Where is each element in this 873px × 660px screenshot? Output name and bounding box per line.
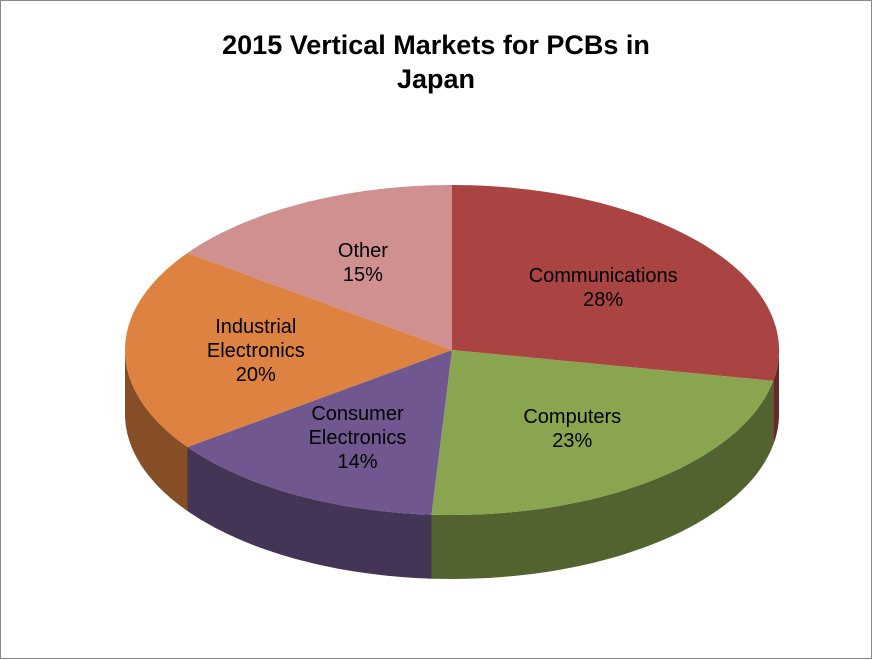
data-label-category-line: Consumer: [311, 403, 404, 425]
slice-side: [187, 447, 432, 579]
data-label: Communications 28%: [529, 265, 678, 311]
slice: [187, 350, 452, 515]
data-label-category-line: Electronics: [309, 427, 407, 449]
data-label-category-line: Electronics: [207, 340, 305, 362]
data-label-category: Consumer Electronics: [309, 403, 407, 449]
slice: [187, 185, 452, 350]
chart-title: 2015 Vertical Markets for PCBs in Japan: [222, 30, 650, 94]
data-label-value: 20%: [236, 364, 276, 386]
slice: [452, 185, 779, 381]
data-label: Industrial Electronics 20%: [207, 316, 305, 386]
data-label: Computers 23%: [523, 406, 621, 452]
data-label-category: Computers: [523, 406, 621, 428]
slice-side: [125, 350, 188, 511]
slice-side: [431, 380, 774, 579]
data-label-category: Industrial Electronics: [207, 316, 305, 362]
data-label: Consumer Electronics 14%: [309, 403, 407, 473]
data-label-category-line: Industrial: [215, 316, 296, 338]
slice: [125, 253, 452, 447]
data-label-value: 23%: [552, 430, 592, 452]
data-label-value: 15%: [343, 264, 383, 286]
data-label-category: Other: [338, 240, 388, 262]
data-label-category: Communications: [529, 265, 678, 287]
data-label: Other 15%: [338, 240, 388, 286]
data-label-value: 28%: [583, 289, 623, 311]
data-label-value: 14%: [337, 451, 377, 473]
slice: [431, 350, 774, 515]
slice-side: [773, 350, 779, 445]
